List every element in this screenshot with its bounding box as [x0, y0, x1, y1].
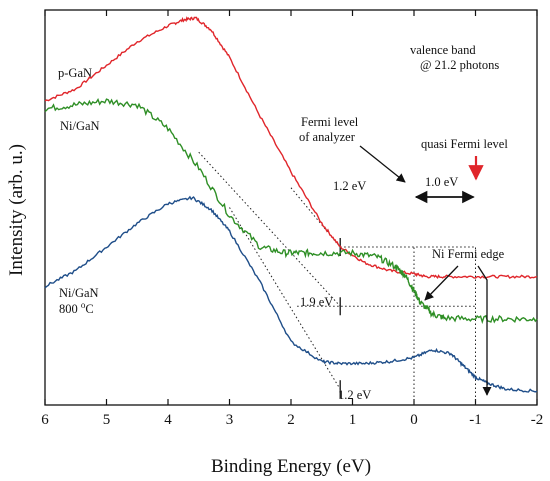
series-label-ni-gan-800: Ni/GaN — [59, 286, 99, 300]
series-line-2 — [44, 195, 538, 393]
x-tick-label: 6 — [41, 412, 49, 428]
annotation-ni-fermi-edge: Ni Fermi edge — [432, 247, 505, 261]
fermi-analyzer-arrow — [359, 145, 406, 183]
y-axis-title: Intensity (arb. u.) — [6, 144, 27, 276]
x-axis-title: Binding Energy (eV) — [211, 456, 371, 477]
annotation-arrows — [359, 145, 492, 396]
x-tick-label: 3 — [226, 412, 234, 428]
series-label-ni-gan: Ni/GaN — [60, 119, 100, 133]
annotation-gap-1-0: 1.0 eV — [425, 175, 458, 189]
series-lines — [44, 16, 538, 393]
x-tick-label: 1 — [349, 412, 357, 428]
annotation-valence-band: valence band — [410, 43, 476, 57]
annotation-quasi-fermi: quasi Fermi level — [421, 137, 508, 151]
extrapolation-line — [229, 207, 341, 390]
x-tick-label: 4 — [164, 412, 172, 428]
x-tick-label: -1 — [469, 412, 482, 428]
series-label-p-gan: p-GaN — [58, 66, 92, 80]
ni-fermi-edge-arrow-1 — [424, 265, 459, 301]
annotation-fermi-analyzer-line1: Fermi level — [301, 115, 359, 129]
x-tick-label: -2 — [531, 412, 544, 428]
x-tick-label: 2 — [287, 412, 295, 428]
series-label-ni-gan-800-temp: 800 oC — [59, 300, 94, 316]
annotation-gap-ni: 1.9 eV — [300, 295, 333, 309]
x-axis-ticks: 6 5 4 3 2 1 0 -1 -2 — [41, 10, 543, 428]
series-line-1 — [44, 98, 538, 325]
series-line-0 — [44, 16, 538, 280]
annotation-gap-ni-800: 1.2 eV — [338, 388, 371, 402]
ni-fermi-edge-arrow-2 — [477, 265, 492, 396]
annotation-fermi-analyzer-line2: of analyzer — [299, 130, 356, 144]
annotation-photon-energy: @ 21.2 photons — [420, 58, 499, 72]
x-tick-label: 0 — [410, 412, 418, 428]
annotation-gap-p-gan: 1.2 eV — [333, 179, 366, 193]
extrapolation-line — [198, 151, 341, 307]
x-tick-label: 5 — [103, 412, 111, 428]
